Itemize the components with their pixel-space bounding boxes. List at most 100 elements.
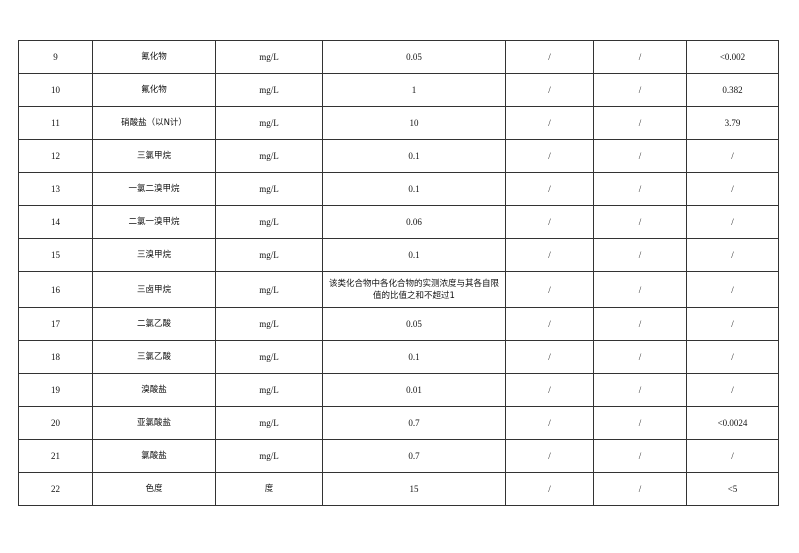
unit-cell: mg/L <box>215 139 323 173</box>
table-row: 13 一氯二溴甲烷 mg/L 0.1// / <box>18 172 779 206</box>
result-a-cell: / <box>505 439 594 473</box>
unit-cell: 度 <box>215 472 323 506</box>
result-value-cell: 3.79 <box>686 106 779 140</box>
table-row: 17 二氯乙酸 mg/L 0.05// / <box>18 307 779 341</box>
limit-value-cell: 0.06 <box>322 205 506 239</box>
item-number-cell: 9 <box>18 40 93 74</box>
limit-value-cell: 0.01 <box>322 373 506 407</box>
result-b-cell: / <box>593 307 687 341</box>
unit-cell: mg/L <box>215 205 323 239</box>
limit-value-cell: 0.1 <box>322 340 506 374</box>
unit-cell: mg/L <box>215 172 323 206</box>
result-value-cell: / <box>686 205 779 239</box>
table-row: 21 氯酸盐 mg/L 0.7// / <box>18 439 779 473</box>
result-value-cell: / <box>686 139 779 173</box>
result-b-cell: / <box>593 472 687 506</box>
item-number-cell: 22 <box>18 472 93 506</box>
result-a-cell: / <box>505 73 594 107</box>
limit-value-cell: 0.1 <box>322 172 506 206</box>
item-name-cell: 三卤甲烷 <box>92 271 216 308</box>
item-name-cell: 二氯乙酸 <box>92 307 216 341</box>
unit-cell: mg/L <box>215 439 323 473</box>
table-row: 19 溴酸盐 mg/L 0.01// / <box>18 373 779 407</box>
result-value-cell: / <box>686 271 779 308</box>
item-number-cell: 20 <box>18 406 93 440</box>
result-value-cell: <0.002 <box>686 40 779 74</box>
unit-cell: mg/L <box>215 406 323 440</box>
item-number-cell: 17 <box>18 307 93 341</box>
result-a-cell: / <box>505 40 594 74</box>
table-row: 15 三溴甲烷 mg/L 0.1// / <box>18 238 779 272</box>
item-number-cell: 14 <box>18 205 93 239</box>
unit-cell: mg/L <box>215 307 323 341</box>
result-value-cell: / <box>686 340 779 374</box>
item-name-cell: 氟化物 <box>92 73 216 107</box>
item-name-cell: 色度 <box>92 472 216 506</box>
result-a-cell: / <box>505 106 594 140</box>
result-a-cell: / <box>505 307 594 341</box>
result-a-cell: / <box>505 172 594 206</box>
limit-value-cell: 10 <box>322 106 506 140</box>
result-value-cell: / <box>686 238 779 272</box>
result-a-cell: / <box>505 271 594 308</box>
limit-value-cell: 1 <box>322 73 506 107</box>
table-row: 11 硝酸盐（以N计） mg/L 10//3.79 <box>18 106 779 140</box>
result-b-cell: / <box>593 238 687 272</box>
result-b-cell: / <box>593 205 687 239</box>
unit-cell: mg/L <box>215 238 323 272</box>
limit-value-cell: 该类化合物中各化合物的实测浓度与其各自限值的比值之和不超过1 <box>322 271 506 308</box>
unit-cell: mg/L <box>215 73 323 107</box>
unit-cell: mg/L <box>215 340 323 374</box>
result-a-cell: / <box>505 406 594 440</box>
result-value-cell: 0.382 <box>686 73 779 107</box>
result-b-cell: / <box>593 406 687 440</box>
result-a-cell: / <box>505 205 594 239</box>
limit-value-cell: 0.1 <box>322 139 506 173</box>
limit-value-cell: 0.1 <box>322 238 506 272</box>
result-b-cell: / <box>593 73 687 107</box>
table-row: 14 二氯一溴甲烷 mg/L 0.06// / <box>18 205 779 239</box>
item-name-cell: 硝酸盐（以N计） <box>92 106 216 140</box>
table-row: 20 亚氯酸盐 mg/L 0.7// <0.0024 <box>18 406 779 440</box>
item-number-cell: 21 <box>18 439 93 473</box>
result-value-cell: <5 <box>686 472 779 506</box>
result-value-cell: <0.0024 <box>686 406 779 440</box>
table-row: 10 氟化物 mg/L 1//0.382 <box>18 73 779 107</box>
limit-value-cell: 15 <box>322 472 506 506</box>
result-value-cell: / <box>686 307 779 341</box>
item-number-cell: 18 <box>18 340 93 374</box>
item-name-cell: 三氯乙酸 <box>92 340 216 374</box>
table-row: 22 色度度 15// <5 <box>18 472 779 506</box>
table-row: 18 三氯乙酸 mg/L 0.1// / <box>18 340 779 374</box>
unit-cell: mg/L <box>215 271 323 308</box>
result-a-cell: / <box>505 472 594 506</box>
limit-value-cell: 0.05 <box>322 307 506 341</box>
item-number-cell: 10 <box>18 73 93 107</box>
table-row: 12 三氯甲烷 mg/L 0.1// / <box>18 139 779 173</box>
water-quality-table: 9 氰化物 mg/L 0.05// <0.002 10 氟化物 mg/L 1//0.382 11 硝… <box>18 40 779 506</box>
item-name-cell: 三氯甲烷 <box>92 139 216 173</box>
table-row: 9 氰化物 mg/L 0.05// <0.002 <box>18 40 779 74</box>
result-b-cell: / <box>593 340 687 374</box>
item-number-cell: 15 <box>18 238 93 272</box>
item-name-cell: 溴酸盐 <box>92 373 216 407</box>
table-row: 16 三卤甲烷 mg/L 该类化合物中各化合物的实测浓度与其各自限值的比值之和不超过1… <box>18 271 779 308</box>
item-name-cell: 一氯二溴甲烷 <box>92 172 216 206</box>
unit-cell: mg/L <box>215 373 323 407</box>
unit-cell: mg/L <box>215 40 323 74</box>
result-a-cell: / <box>505 340 594 374</box>
item-number-cell: 12 <box>18 139 93 173</box>
result-value-cell: / <box>686 172 779 206</box>
result-a-cell: / <box>505 238 594 272</box>
item-number-cell: 13 <box>18 172 93 206</box>
item-number-cell: 19 <box>18 373 93 407</box>
item-name-cell: 亚氯酸盐 <box>92 406 216 440</box>
item-name-cell: 二氯一溴甲烷 <box>92 205 216 239</box>
result-b-cell: / <box>593 106 687 140</box>
result-b-cell: / <box>593 139 687 173</box>
result-a-cell: / <box>505 373 594 407</box>
limit-value-cell: 0.7 <box>322 406 506 440</box>
limit-value-cell: 0.7 <box>322 439 506 473</box>
result-value-cell: / <box>686 373 779 407</box>
result-a-cell: / <box>505 139 594 173</box>
